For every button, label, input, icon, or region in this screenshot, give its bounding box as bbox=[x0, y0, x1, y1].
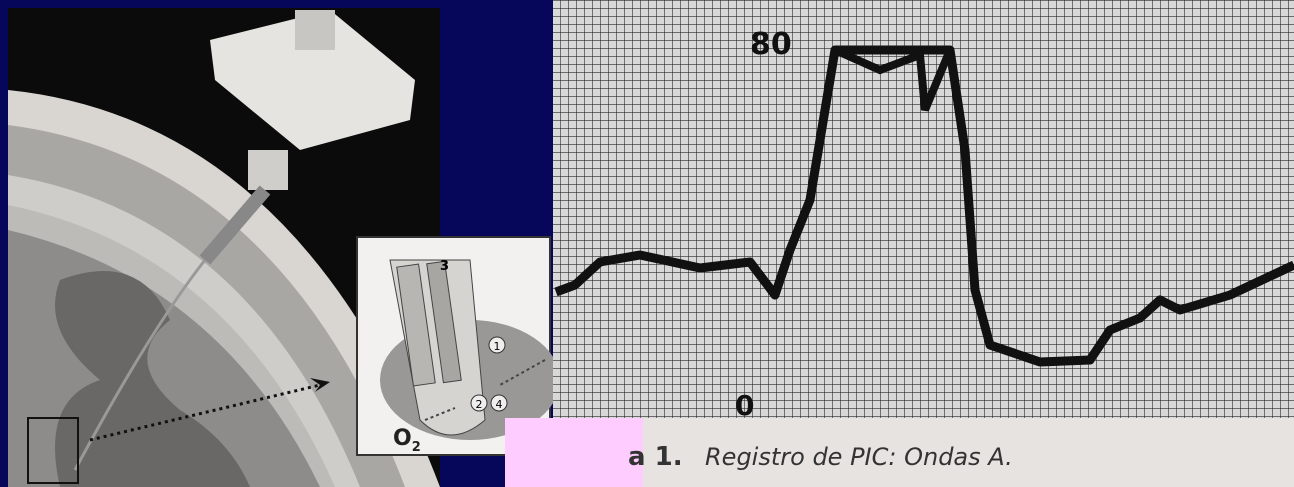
icp-recording: 80 0 bbox=[553, 0, 1294, 422]
pink-overlay bbox=[505, 418, 643, 487]
gas-subscript: 2 bbox=[412, 440, 421, 455]
inset-marker: 2 bbox=[476, 398, 483, 411]
page: 3 1 2 4 O2 80 0 a 1. Registro de PIC: On… bbox=[0, 0, 1294, 487]
inset-marker: 3 bbox=[440, 259, 449, 274]
inset-marker: 1 bbox=[494, 340, 501, 353]
slide: 3 1 2 4 O2 80 0 a 1. Registro de PIC: On… bbox=[0, 0, 1294, 487]
inset-marker: 4 bbox=[496, 398, 503, 411]
bottom-scale-label: 0 bbox=[735, 389, 754, 422]
gas: O bbox=[393, 426, 412, 451]
figure-number: a 1. bbox=[628, 442, 683, 472]
caption-text: Registro de PIC: Ondas A. bbox=[705, 443, 1013, 471]
caption: a 1. Registro de PIC: Ondas A. bbox=[505, 418, 1294, 487]
top-scale-label: 80 bbox=[750, 27, 792, 62]
